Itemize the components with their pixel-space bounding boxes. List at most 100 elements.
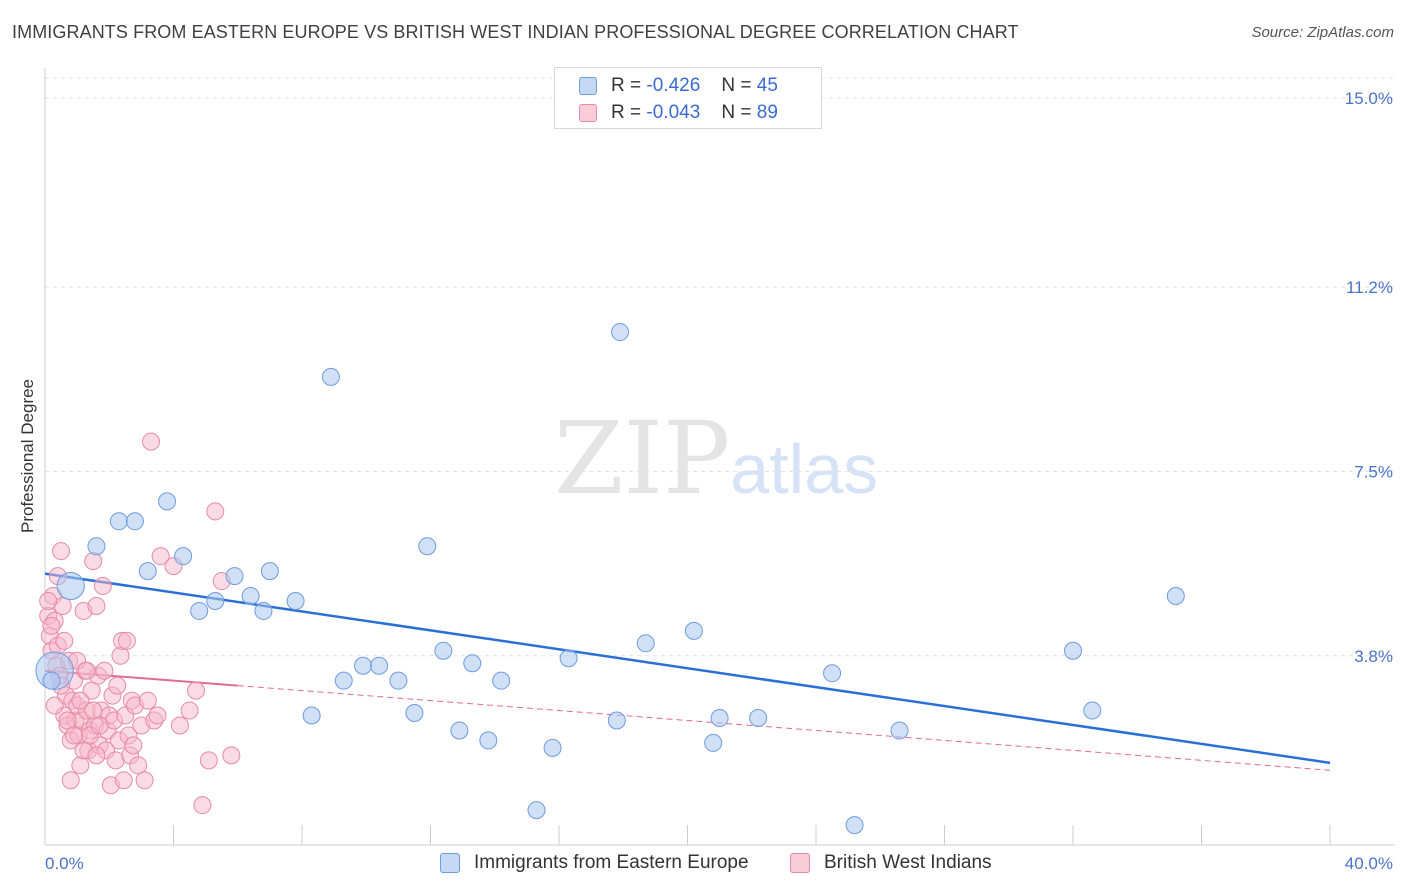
n-value: 89	[756, 102, 778, 123]
point-british-west-indians	[117, 631, 136, 650]
grid-lines	[45, 77, 1395, 657]
point-british-west-indians	[87, 596, 106, 615]
point-eastern-europe	[823, 664, 842, 683]
legend-swatch-blue	[579, 77, 597, 95]
trend-lines	[44, 572, 1331, 771]
point-eastern-europe	[684, 621, 703, 640]
point-british-west-indians	[111, 646, 130, 665]
series-legend: Immigrants from Eastern Europe British W…	[0, 852, 1406, 878]
point-british-west-indians	[135, 771, 154, 790]
point-eastern-europe	[87, 537, 106, 556]
legend-swatch-pink	[579, 104, 597, 122]
stats-row-eastern-europe: R = -0.426 N = 45	[579, 74, 778, 98]
y-tick-label: 11.2%	[1346, 278, 1393, 297]
n-value: 45	[756, 75, 778, 96]
point-british-west-indians	[148, 706, 167, 725]
point-eastern-europe	[527, 801, 546, 820]
point-british-west-indians	[108, 676, 127, 695]
point-eastern-europe	[190, 601, 209, 620]
r-label: R =	[611, 75, 642, 96]
point-british-west-indians	[90, 716, 109, 735]
point-british-west-indians	[186, 681, 205, 700]
point-british-west-indians	[55, 631, 74, 650]
point-british-west-indians	[199, 751, 218, 770]
point-eastern-europe	[607, 711, 626, 730]
stats-legend: R = -0.426 N = 45 R = -0.043 N = 89	[554, 67, 822, 129]
point-eastern-europe	[109, 512, 128, 531]
point-eastern-europe	[845, 816, 864, 835]
watermark-atlas: atlas	[730, 430, 879, 508]
point-british-west-indians	[52, 542, 71, 561]
r-label: R =	[611, 102, 642, 123]
point-eastern-europe	[174, 547, 193, 566]
point-eastern-europe	[42, 671, 61, 690]
watermark: ZIPatlas	[554, 400, 878, 517]
r-value: -0.426	[646, 75, 701, 96]
point-british-west-indians	[151, 547, 170, 566]
point-eastern-europe	[434, 641, 453, 660]
point-british-west-indians	[193, 796, 212, 815]
point-eastern-europe	[890, 721, 909, 740]
point-eastern-europe	[418, 537, 437, 556]
point-british-west-indians	[45, 696, 64, 715]
point-eastern-europe	[1064, 641, 1082, 660]
data-points	[35, 323, 1185, 835]
point-british-west-indians	[64, 726, 83, 745]
point-eastern-europe	[1083, 701, 1102, 720]
legend-item-british-west-indians: British West Indians	[790, 852, 992, 874]
point-eastern-europe	[710, 709, 729, 728]
point-british-west-indians	[71, 756, 90, 775]
point-eastern-europe	[749, 709, 768, 728]
point-british-west-indians	[222, 746, 241, 765]
point-british-west-indians	[170, 716, 189, 735]
legend-item-eastern-europe: Immigrants from Eastern Europe	[440, 852, 749, 874]
point-eastern-europe	[241, 587, 260, 605]
point-eastern-europe	[260, 562, 279, 581]
point-british-west-indians	[114, 771, 133, 790]
point-eastern-europe	[704, 733, 723, 752]
point-eastern-europe	[56, 571, 85, 601]
source-label: Source: ZipAtlas.com	[1251, 24, 1394, 41]
point-british-west-indians	[42, 616, 61, 635]
watermark-zip: ZIP	[554, 400, 731, 517]
point-eastern-europe	[125, 512, 144, 531]
point-british-west-indians	[87, 746, 106, 765]
point-british-west-indians	[84, 701, 103, 720]
n-label: N =	[721, 75, 752, 96]
axes	[44, 68, 1395, 846]
legend-swatch-pink	[790, 853, 810, 873]
point-eastern-europe	[405, 704, 424, 723]
point-british-west-indians	[180, 701, 199, 720]
point-british-west-indians	[142, 432, 161, 451]
point-eastern-europe	[559, 649, 578, 668]
y-tick-label: 3.8%	[1354, 647, 1393, 666]
point-british-west-indians	[93, 577, 112, 596]
point-eastern-europe	[158, 492, 177, 511]
point-eastern-europe	[543, 738, 562, 757]
legend-label: British West Indians	[824, 852, 992, 873]
point-british-west-indians	[61, 771, 80, 790]
tick-labels: 3.8% 7.5% 11.2% 15.0% 0.0% 40.0% Professional …	[18, 89, 1393, 873]
point-british-west-indians	[124, 736, 143, 755]
point-british-west-indians	[71, 691, 90, 710]
legend-swatch-blue	[440, 853, 460, 873]
point-eastern-europe	[286, 591, 305, 610]
point-british-west-indians	[82, 681, 101, 700]
legend-label: Immigrants from Eastern Europe	[474, 852, 749, 873]
point-eastern-europe	[492, 671, 511, 690]
point-eastern-europe	[370, 656, 389, 675]
point-eastern-europe	[334, 671, 353, 690]
chart-title: IMMIGRANTS FROM EASTERN EUROPE VS BRITIS…	[12, 22, 1019, 42]
point-eastern-europe	[389, 671, 408, 690]
point-eastern-europe	[479, 731, 498, 750]
point-eastern-europe	[354, 656, 373, 675]
x-tick-label: 0.0%	[45, 854, 84, 873]
x-tick-label: 40.0%	[1345, 854, 1393, 873]
y-tick-label: 15.0%	[1345, 89, 1393, 108]
point-british-west-indians	[77, 661, 96, 680]
point-british-west-indians	[129, 756, 148, 775]
point-eastern-europe	[463, 654, 482, 673]
point-eastern-europe	[302, 706, 321, 725]
y-axis-label: Professional Degree	[18, 379, 37, 533]
